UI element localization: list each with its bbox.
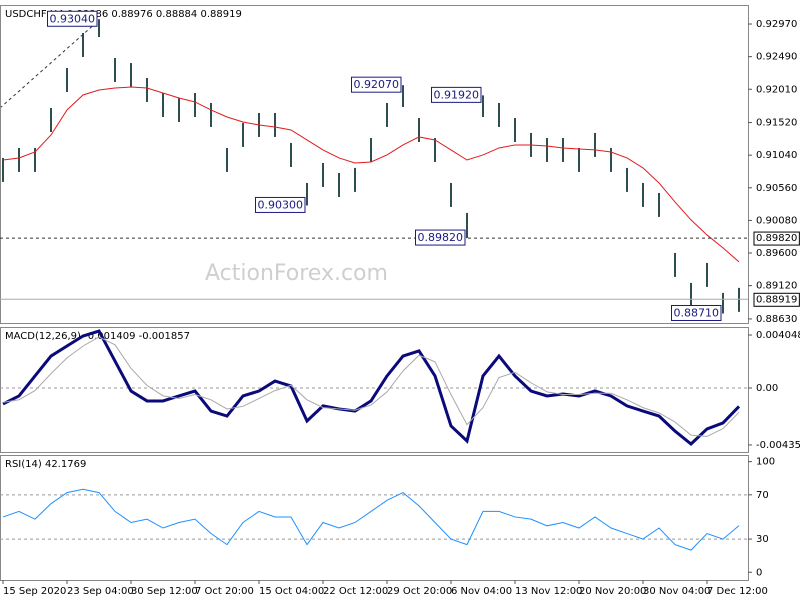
panel-frame <box>0 5 749 324</box>
y-tick-label: 0.90080 <box>756 215 797 226</box>
label-box <box>753 292 800 307</box>
label-box <box>47 10 98 27</box>
y-tick-label: 0.92490 <box>756 52 797 63</box>
y-tick-label: 0.92010 <box>756 84 797 95</box>
x-tick-label: 30 Sep 12:00 <box>131 586 198 597</box>
y-tick-label: 0.92970 <box>756 19 797 30</box>
trend-line <box>0 21 98 109</box>
x-tick-label: 15 Oct 04:00 <box>259 586 324 597</box>
x-tick-label: 13 Nov 12:00 <box>515 586 582 597</box>
label-box <box>255 196 306 213</box>
y-tick-label: 0.00 <box>756 383 778 394</box>
x-tick-label: 29 Oct 20:00 <box>387 586 452 597</box>
y-tick-label: 70 <box>756 490 769 501</box>
y-tick-label: 0.89120 <box>756 281 797 292</box>
annotation: 0.90300 <box>258 198 304 211</box>
y-tick-label: 30 <box>756 534 769 545</box>
y-tick-label: -0.004351 <box>756 440 800 451</box>
x-tick-label: 6 Nov 04:00 <box>451 586 512 597</box>
y-tick-label: 100 <box>756 457 775 468</box>
annotation: 0.92070 <box>354 78 400 91</box>
annotation: 0.89820 <box>418 231 464 244</box>
indicator-line <box>2 336 740 437</box>
panel-frame <box>0 455 749 581</box>
annotation: 0.91920 <box>434 88 480 101</box>
indicator-line <box>2 329 741 447</box>
panel-title: RSI(14) 42.1769 <box>5 459 86 470</box>
x-tick-label: 20 Nov 20:00 <box>579 586 646 597</box>
price-level-label: 0.88919 <box>756 294 797 305</box>
y-tick-label: 0.90560 <box>756 183 797 194</box>
label-box <box>351 76 402 93</box>
panel-title: MACD(12,26,9) -0.001409 -0.001857 <box>5 331 190 342</box>
x-tick-label: 22 Oct 12:00 <box>323 586 388 597</box>
x-tick-label: 15 Sep 2020 <box>3 586 66 597</box>
panel-frame <box>0 327 749 453</box>
label-box <box>415 229 466 246</box>
price-level-label: 0.89820 <box>756 233 797 244</box>
x-tick-label: 23 Sep 04:00 <box>67 586 134 597</box>
label-box <box>671 304 722 321</box>
y-tick-label: 0.004048 <box>756 330 800 341</box>
watermark: ActionForex.com <box>205 261 388 286</box>
annotation: 0.88710 <box>674 306 720 319</box>
y-tick-label: 0.89600 <box>756 248 797 259</box>
x-tick-label: 30 Nov 04:00 <box>643 586 710 597</box>
label-box <box>753 231 800 246</box>
y-tick-label: 0.91520 <box>756 118 797 129</box>
moving-average <box>2 86 740 263</box>
x-tick-label: 7 Dec 12:00 <box>707 586 768 597</box>
indicator-line <box>2 488 740 551</box>
annotation: 0.93040 <box>50 12 96 25</box>
label-box <box>431 86 482 103</box>
y-tick-label: 0 <box>756 567 762 578</box>
panel-title: USDCHF,H4 0.88886 0.88976 0.88884 0.8891… <box>5 9 242 20</box>
x-tick-label: 7 Oct 20:00 <box>195 586 254 597</box>
y-tick-label: 0.91040 <box>756 150 797 161</box>
y-tick-label: 0.88630 <box>756 314 797 325</box>
